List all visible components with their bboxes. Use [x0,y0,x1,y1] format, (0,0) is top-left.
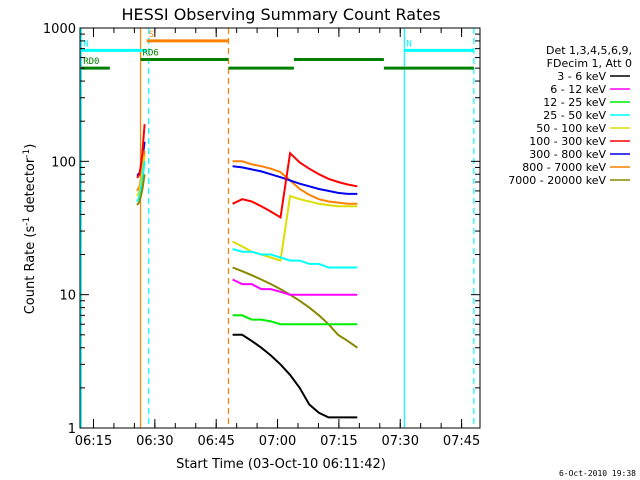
series-line [136,124,146,179]
y-axis-label-sup2: -1 [22,149,32,158]
axes: 1 10 100 1000 06:15 06:30 06:45 07:00 07:15 07:30… [43,22,481,449]
series-line [232,333,358,419]
y-tick-label: 1 [68,422,76,437]
timestamp: 6-Oct-2010 19:38 [559,469,636,478]
y-tick-label: 1000 [43,22,76,37]
legend-header: FDecim 1, Att 0 [547,57,632,70]
legend-label: 3 - 6 keV [557,70,606,83]
plot-frame [79,27,481,429]
y-axis-label-mid: detector [23,157,38,217]
series-line [232,248,358,269]
chart-title: HESSI Observing Summary Count Rates [121,5,440,24]
x-tick-label: 06:15 [75,434,112,449]
x-tick-label: 07:45 [443,434,480,449]
legend-label: 50 - 100 keV [536,122,606,135]
y-tick-label: 100 [51,155,76,170]
series-line [232,278,358,296]
x-tick-label: 06:45 [197,434,234,449]
legend-header: Det 1,3,4,5,6,9, [546,44,632,57]
series-line [232,165,358,195]
legend-label: 300 - 800 keV [529,148,606,161]
y-axis-label-main: Count Rate (s [23,226,38,315]
series-line [136,174,146,206]
legend-label: 25 - 50 keV [543,109,606,122]
series-line [232,314,358,326]
series-line [232,160,358,205]
flag-label: N [406,39,411,49]
x-tick-label: 07:00 [259,434,296,449]
x-tick-label: 07:30 [382,434,419,449]
series-line [136,161,146,202]
flag-label: RD6 [143,49,159,59]
flag-label: S [149,30,154,40]
plot-area: S N N RD0 RD6 [80,28,475,428]
legend-label: 12 - 25 keV [543,96,606,109]
y-axis-label: Count Rate (s-1 detector-1) [22,144,38,315]
y-axis-label-end: ) [23,144,38,149]
legend-label: 6 - 12 keV [550,83,606,96]
legend-label: 100 - 300 keV [529,135,606,148]
series-line [232,266,358,349]
flag-label: N [83,39,88,49]
legend-label: 7000 - 20000 keV [508,174,606,187]
series-line [232,151,358,220]
y-tick-label: 10 [59,289,76,304]
legend: Det 1,3,4,5,6,9,FDecim 1, Att 03 - 6 keV… [508,44,632,187]
x-axis-label: Start Time (03-Oct-10 06:11:42) [176,457,386,472]
flag-label: RD0 [83,57,99,67]
legend-label: 800 - 7000 keV [522,161,606,174]
y-axis-label-sup1: -1 [22,217,32,226]
x-tick-label: 06:30 [136,434,173,449]
x-tick-label: 07:15 [320,434,357,449]
